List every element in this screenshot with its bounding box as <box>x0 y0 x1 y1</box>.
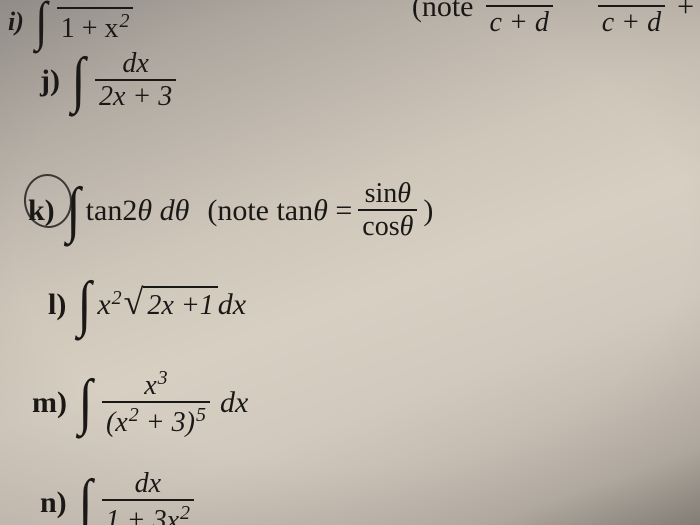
radical-sign: √ <box>124 286 144 323</box>
integrand-k: tan2θ dθ <box>86 194 190 228</box>
integral-sign: ∫ <box>79 378 93 428</box>
num: dx <box>131 470 165 499</box>
num: sinθ <box>361 180 415 209</box>
note-open: (note tan <box>207 194 313 227</box>
row-n: n) ∫ dx 1 + 3x2 <box>40 470 700 525</box>
note-text: (note tanθ = <box>207 194 352 228</box>
cos: cos <box>362 211 399 242</box>
den: 1 + 3x2 <box>102 499 194 525</box>
exp: 2 <box>180 502 190 524</box>
den2: c + d <box>598 5 665 37</box>
den: 2x + 3 <box>95 79 176 111</box>
row-i-partial: i) ∫ dx 1 + x2 dx <box>8 0 172 43</box>
x-squared: x2 <box>97 287 121 322</box>
frac-j: dx 2x + 3 <box>95 50 176 111</box>
tan2: tan2 <box>86 194 138 227</box>
frac-m: x3 (x2 + 3)5 <box>102 368 210 437</box>
radicand: 2x +1 <box>143 286 217 323</box>
exp: 2 <box>119 10 129 32</box>
integral-sign: ∫ <box>35 0 47 43</box>
exp: 2 <box>112 287 122 309</box>
th2: θ <box>400 211 414 242</box>
label-k: k) <box>28 194 55 228</box>
frac-i: dx 1 + x2 <box>57 0 134 43</box>
label-j: j) <box>40 64 60 98</box>
dx: dx <box>220 386 248 420</box>
x: x <box>97 288 110 321</box>
sqrt: √ 2x +1 <box>124 286 218 323</box>
dx: dx <box>218 288 246 322</box>
page-photo: i) ∫ dx 1 + x2 dx (note c c + d = c c + … <box>0 0 700 525</box>
row-m: m) ∫ x3 (x2 + 3)5 dx <box>32 368 700 437</box>
row-k: k) ∫ tan2θ dθ (note tanθ = sinθ cosθ ) <box>28 180 700 241</box>
note-theta: θ <box>313 194 328 227</box>
integral-sign: ∫ <box>78 478 92 525</box>
a: (x <box>106 407 128 438</box>
frac-n: dx 1 + 3x2 <box>102 470 194 525</box>
frac-k: sinθ cosθ <box>358 180 417 241</box>
paren-close: ) <box>423 194 433 228</box>
num: x3 <box>140 368 171 401</box>
e2: 5 <box>196 404 206 426</box>
row-l: l) ∫ x2 √ 2x +1 dx <box>48 280 700 330</box>
a: 1 + 3x <box>106 505 179 525</box>
frac-r2: c c + d <box>598 0 665 37</box>
dtheta: dθ <box>152 194 189 227</box>
den: (x2 + 3)5 <box>102 401 210 437</box>
e1: 2 <box>129 404 139 426</box>
th1: θ <box>397 178 411 209</box>
den-i: 1 + x2 <box>57 7 134 43</box>
integral-sign: ∫ <box>72 56 86 106</box>
note-word: (note <box>412 0 474 24</box>
text: 1 + x <box>61 13 119 44</box>
theta: θ <box>137 194 152 227</box>
x: x <box>144 370 156 401</box>
num: dx <box>118 50 152 79</box>
label-l: l) <box>48 288 66 322</box>
integral-sign: ∫ <box>66 186 80 236</box>
label-n: n) <box>40 486 67 520</box>
row-top-right: (note c c + d = c c + d + <box>412 0 694 37</box>
math-content: i) ∫ dx 1 + x2 dx (note c c + d = c c + … <box>0 0 700 525</box>
label-i: i) <box>8 7 24 37</box>
integral-sign: ∫ <box>78 280 92 330</box>
exp: 3 <box>158 367 168 389</box>
frac-r1: c c + d <box>486 0 553 37</box>
sin: sin <box>365 178 398 209</box>
label-m: m) <box>32 386 67 420</box>
den: c + d <box>486 5 553 37</box>
den: cosθ <box>358 209 417 241</box>
tail: + <box>677 0 694 24</box>
row-j: j) ∫ dx 2x + 3 <box>40 50 700 111</box>
note-eq: = <box>328 194 352 227</box>
b: + 3) <box>139 407 195 438</box>
